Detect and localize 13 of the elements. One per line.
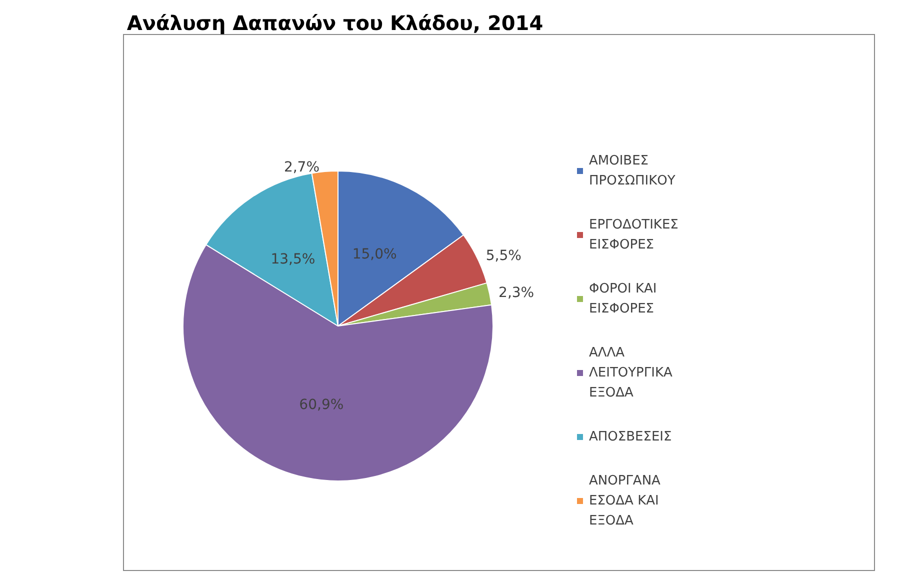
data-label: 2,3% [498,284,534,301]
data-label: 13,5% [270,251,316,268]
legend-label: ΑΠΟΣΒΕΣΕΙΣ [589,430,672,444]
data-label: 5,5% [486,248,522,264]
legend-label: ΑΛΛΑ ΛΕΙΤΟΥΡΓΙΚΑ ΕΞΟΔΑ [589,346,677,400]
data-label: 15,0% [352,246,397,262]
data-label: 60,9% [299,396,344,413]
legend-label: ΑΜΟΙΒΕΣ ΠΡΟΣΩΠΙΚΟΥ [589,154,676,188]
legend-label: ΑΝΟΡΓΑΝΑ ΕΣΟΔΑ ΚΑΙ ΕΞΟΔΑ [589,474,665,528]
data-label: 2,7% [284,160,320,176]
chart-title: Ανάλυση Δαπανών του Κλάδου, 2014 [126,11,544,35]
legend-label: ΦΟΡΟΙ ΚΑΙ ΕΙΣΦΟΡΕΣ [589,282,661,316]
legend-label: ΕΡΓΟΔΟΤΙΚΕΣ ΕΙΣΦΟΡΕΣ [589,218,683,252]
